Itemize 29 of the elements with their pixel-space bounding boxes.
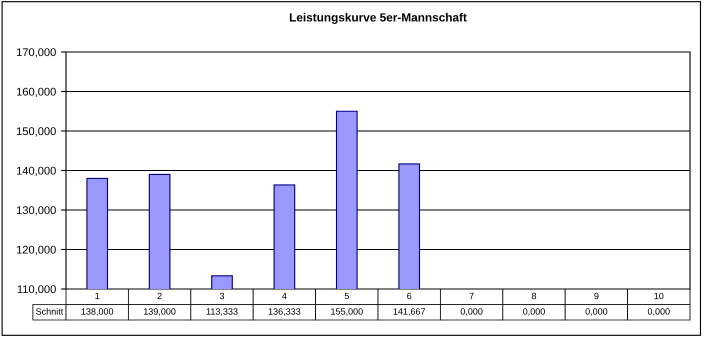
x-tick-label: 2 [158,292,162,300]
data-label: 139,000 [144,308,176,316]
y-tick-label: 170,000 [16,48,56,58]
data-label: 155,000 [331,308,363,316]
chart-title: Leistungskurve 5er-Mannschaft [290,12,467,24]
x-tick-label: 9 [594,292,598,300]
y-tick-label: 120,000 [16,246,56,255]
x-tick-label: 3 [220,292,224,300]
data-label: 113,333 [206,308,238,316]
x-tick-label: 10 [654,292,664,300]
x-tick-label: 7 [470,292,474,300]
data-label: 141,667 [394,308,426,316]
data-label: 136,333 [268,308,300,316]
x-tick-label: 1 [95,292,100,300]
text: 0,000 [648,308,670,316]
y-tick-label: 150,000 [16,127,56,136]
text: Schnitt [36,308,64,315]
x-tick-label: 5 [344,292,349,300]
x-tick-label: 6 [407,292,412,300]
y-tick-label: 110,000 [18,285,56,294]
y-tick-label: 130,000 [16,206,56,216]
data-label: 138,000 [82,308,114,316]
x-tick-label: 8 [532,292,536,300]
text: 0,000 [585,308,608,316]
y-tick-label: 140,000 [16,166,56,176]
text: 0,000 [523,308,545,316]
x-tick-label: 4 [282,292,287,300]
text: 0,000 [460,308,483,316]
y-tick-label: 160,000 [16,88,56,97]
